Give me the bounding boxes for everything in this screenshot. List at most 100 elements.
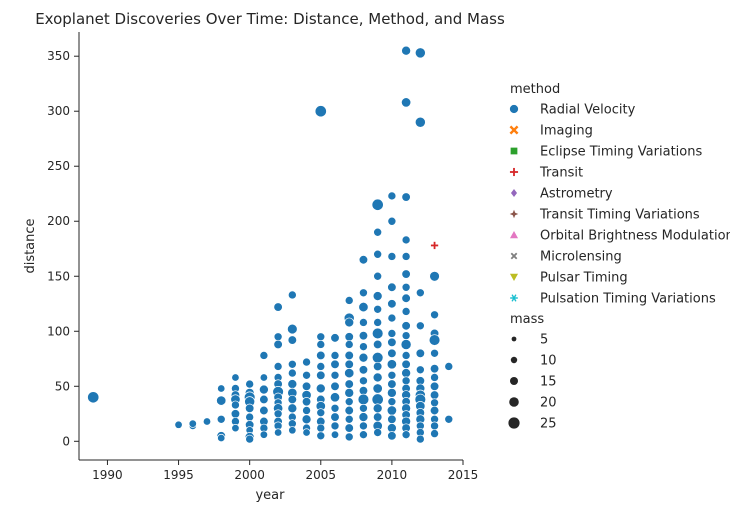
legend-marker bbox=[511, 189, 517, 197]
data-point bbox=[345, 296, 353, 304]
data-point bbox=[232, 374, 239, 381]
data-point bbox=[274, 362, 282, 370]
legend-item: Pulsar Timing bbox=[510, 271, 628, 286]
data-point bbox=[402, 431, 410, 439]
data-point bbox=[316, 384, 325, 393]
data-point bbox=[345, 380, 354, 389]
legend-size-marker bbox=[512, 337, 517, 342]
data-point bbox=[373, 384, 382, 393]
legend-label: Radial Velocity bbox=[540, 103, 636, 118]
data-point bbox=[217, 415, 225, 423]
data-point bbox=[373, 362, 382, 371]
data-point bbox=[402, 360, 411, 369]
data-point bbox=[260, 351, 268, 359]
data-point bbox=[330, 393, 339, 402]
data-point bbox=[274, 410, 282, 418]
legend-marker bbox=[510, 126, 517, 133]
data-point bbox=[445, 362, 453, 370]
data-point bbox=[88, 392, 99, 403]
legend-item: Pulsation Timing Variations bbox=[510, 292, 716, 307]
legend-size-marker bbox=[508, 417, 519, 428]
data-point bbox=[287, 324, 297, 334]
data-point bbox=[387, 388, 396, 397]
data-point bbox=[359, 302, 368, 311]
data-point bbox=[316, 371, 325, 380]
legend-item: Eclipse Timing Variations bbox=[511, 145, 703, 160]
data-point bbox=[345, 340, 353, 348]
y-axis-label: distance bbox=[23, 218, 38, 273]
legend-label: Eclipse Timing Variations bbox=[540, 145, 702, 160]
data-point bbox=[274, 333, 282, 341]
data-point bbox=[288, 369, 296, 377]
data-point bbox=[288, 404, 297, 413]
data-point bbox=[246, 380, 254, 388]
data-point bbox=[430, 364, 439, 373]
data-point bbox=[388, 329, 396, 337]
legend-label: Microlensing bbox=[540, 250, 622, 265]
data-point bbox=[359, 343, 367, 351]
data-point bbox=[374, 228, 382, 236]
legend-size-label: 10 bbox=[540, 354, 557, 369]
data-point bbox=[345, 351, 354, 360]
data-point bbox=[303, 406, 311, 414]
data-point bbox=[231, 401, 239, 409]
legend-marker bbox=[510, 231, 518, 238]
data-point bbox=[331, 413, 340, 422]
data-point bbox=[317, 333, 325, 341]
data-point bbox=[175, 421, 182, 428]
data-point bbox=[359, 404, 367, 412]
data-point bbox=[288, 291, 296, 299]
data-point bbox=[345, 415, 353, 423]
data-point bbox=[388, 217, 396, 225]
data-point bbox=[430, 271, 440, 281]
data-point bbox=[374, 272, 382, 280]
legend-size-label: 20 bbox=[540, 396, 557, 411]
data-point bbox=[331, 371, 339, 379]
data-point bbox=[388, 380, 397, 389]
data-point bbox=[374, 318, 382, 326]
data-point bbox=[402, 369, 411, 378]
x-tick-label: 2005 bbox=[306, 468, 337, 482]
data-point bbox=[246, 413, 254, 421]
data-point bbox=[302, 397, 311, 406]
legend-size-label: 25 bbox=[540, 417, 557, 432]
data-point bbox=[431, 242, 438, 249]
data-point bbox=[388, 431, 397, 440]
data-point bbox=[431, 422, 439, 430]
legend-marker bbox=[510, 105, 519, 114]
legend-label: Astrometry bbox=[540, 187, 613, 202]
data-point bbox=[331, 360, 340, 369]
data-point bbox=[315, 106, 326, 117]
y-tick-label: 100 bbox=[47, 324, 70, 338]
legend-size-item: 15 bbox=[510, 375, 557, 390]
x-tick-label: 2015 bbox=[448, 468, 479, 482]
data-point bbox=[388, 314, 396, 322]
data-point bbox=[359, 431, 367, 439]
data-point bbox=[345, 318, 354, 327]
data-point bbox=[302, 415, 311, 424]
y-tick-label: 350 bbox=[47, 49, 70, 63]
data-point bbox=[260, 395, 269, 404]
data-point bbox=[387, 360, 396, 369]
data-point bbox=[388, 371, 396, 379]
data-point bbox=[372, 352, 383, 363]
data-point bbox=[431, 349, 439, 357]
data-point bbox=[217, 434, 224, 441]
data-point bbox=[372, 199, 383, 210]
legend-marker bbox=[510, 295, 518, 302]
data-point bbox=[445, 415, 453, 423]
legend-marker bbox=[510, 274, 518, 281]
legend-size-item: 10 bbox=[511, 354, 557, 369]
data-point bbox=[416, 322, 424, 330]
y-tick-label: 0 bbox=[62, 434, 70, 448]
data-point bbox=[388, 192, 396, 200]
data-point bbox=[358, 394, 369, 405]
data-point bbox=[317, 432, 325, 440]
data-point bbox=[345, 360, 354, 369]
data-point bbox=[430, 406, 439, 415]
data-point bbox=[331, 351, 339, 359]
data-point bbox=[303, 371, 311, 379]
data-point bbox=[359, 353, 368, 362]
data-point bbox=[402, 332, 410, 340]
